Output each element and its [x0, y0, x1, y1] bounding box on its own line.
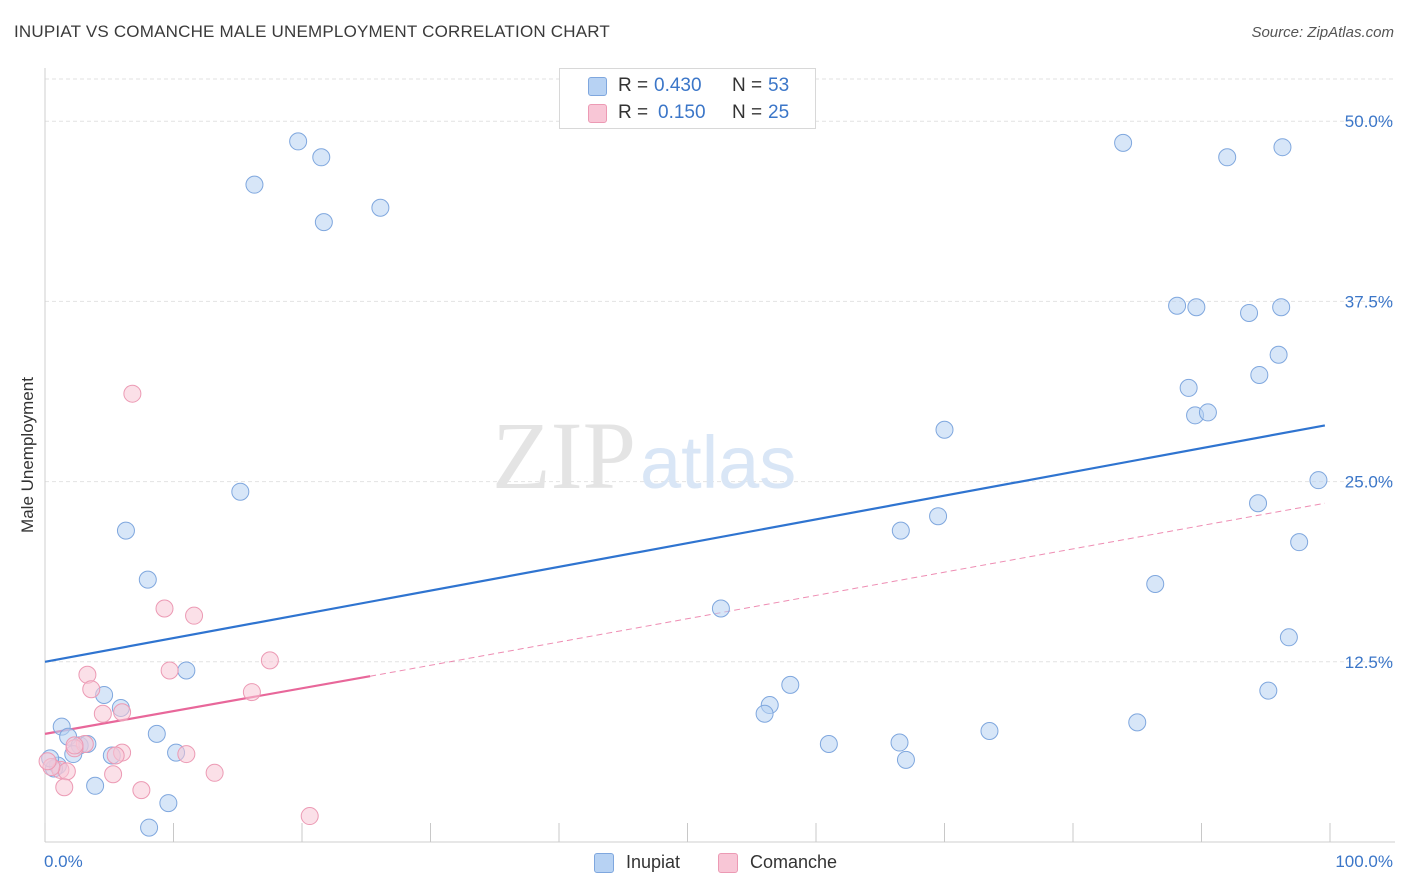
point-comanche	[82, 680, 101, 699]
point-comanche	[123, 384, 142, 403]
point-inupiat	[1272, 298, 1291, 317]
point-inupiat	[1240, 303, 1259, 322]
watermark-atlas: atlas	[640, 421, 796, 504]
point-inupiat	[755, 704, 774, 723]
point-inupiat	[711, 599, 730, 618]
legend-r-label: R =	[618, 75, 649, 96]
y-tick-label: 50.0%	[1345, 112, 1393, 131]
point-inupiat	[1198, 403, 1217, 422]
trend-layer	[44, 424, 1326, 735]
point-inupiat	[1273, 138, 1292, 157]
point-inupiat	[116, 521, 135, 540]
point-comanche	[57, 762, 76, 781]
point-inupiat	[147, 724, 166, 743]
y-tick-label: 37.5%	[1345, 292, 1393, 311]
point-comanche	[93, 704, 112, 723]
legend-r-value: 0.150	[658, 102, 706, 123]
point-comanche	[55, 778, 74, 797]
point-inupiat	[371, 198, 390, 217]
legend-label-comanche: Comanche	[750, 852, 838, 872]
point-inupiat	[1259, 681, 1278, 700]
point-comanche	[106, 746, 125, 765]
y-tick-labels: 12.5% 25.0% 37.5% 50.0%	[1345, 112, 1393, 672]
point-inupiat	[1250, 365, 1269, 384]
point-inupiat	[231, 482, 250, 501]
point-comanche	[132, 781, 151, 800]
point-inupiat	[1168, 296, 1187, 315]
point-inupiat	[1249, 494, 1268, 513]
point-comanche	[260, 651, 279, 670]
legend-n-label: N =	[732, 75, 763, 96]
legend-r-value: 0.430	[654, 75, 702, 96]
point-inupiat	[159, 794, 178, 813]
series-legend: Inupiat Comanche	[594, 852, 854, 876]
point-inupiat	[1146, 574, 1165, 593]
point-inupiat	[1187, 298, 1206, 317]
legend-n-value: 25	[768, 102, 790, 123]
point-inupiat	[312, 148, 331, 167]
point-inupiat	[1128, 713, 1147, 732]
point-inupiat	[896, 750, 915, 769]
point-inupiat	[177, 661, 196, 680]
x-tick-label-max: 100.0%	[1335, 852, 1393, 871]
point-inupiat	[1290, 533, 1309, 552]
point-comanche	[205, 763, 224, 782]
legend-swatch-inupiat	[594, 853, 614, 873]
trendline-comanche-extension	[370, 502, 1325, 677]
point-inupiat	[890, 733, 909, 752]
point-comanche	[65, 736, 84, 755]
point-inupiat	[140, 818, 159, 837]
point-comanche	[300, 807, 319, 826]
legend-swatch-comanche	[588, 104, 607, 123]
point-inupiat	[1114, 133, 1133, 152]
y-tick-label: 25.0%	[1345, 473, 1393, 492]
chart-title: INUPIAT VS COMANCHE MALE UNEMPLOYMENT CO…	[14, 22, 611, 41]
source-credit: Source: ZipAtlas.com	[1251, 24, 1394, 41]
point-inupiat	[289, 132, 308, 151]
point-inupiat	[781, 675, 800, 694]
point-inupiat	[1218, 148, 1237, 167]
point-inupiat	[819, 734, 838, 753]
trendline-comanche	[44, 675, 371, 735]
trendline-inupiat	[44, 424, 1326, 663]
point-inupiat	[314, 213, 333, 232]
legend-label-inupiat: Inupiat	[626, 852, 681, 872]
point-inupiat	[891, 521, 910, 540]
point-inupiat	[929, 507, 948, 526]
point-comanche	[38, 752, 57, 771]
watermark: ZIP atlas	[492, 402, 796, 509]
x-tick-label-min: 0.0%	[44, 852, 83, 871]
legend-r-label: R =	[618, 102, 649, 123]
point-inupiat	[1179, 378, 1198, 397]
point-comanche	[113, 703, 132, 722]
axis-layer	[44, 68, 1395, 843]
correlation-legend: R = 0.430 N = 53 R = 0.150 N = 25	[559, 68, 816, 129]
point-comanche	[185, 606, 204, 625]
point-comanche	[160, 661, 179, 680]
watermark-zip: ZIP	[492, 402, 636, 509]
point-inupiat	[138, 570, 157, 589]
point-inupiat	[935, 420, 954, 439]
point-inupiat	[245, 175, 264, 194]
legend-n-label: N =	[732, 102, 763, 123]
legend-swatch-inupiat	[588, 77, 607, 96]
point-comanche	[104, 765, 123, 784]
legend-n-value: 53	[768, 75, 790, 96]
points-layer	[38, 132, 1328, 837]
point-inupiat	[86, 776, 105, 795]
grid-layer	[45, 78, 1395, 663]
point-inupiat	[980, 722, 999, 741]
y-tick-label: 12.5%	[1345, 653, 1393, 672]
point-comanche	[242, 683, 261, 702]
point-inupiat	[1269, 345, 1288, 364]
point-inupiat	[1309, 471, 1328, 490]
point-comanche	[155, 599, 174, 618]
point-comanche	[177, 745, 196, 764]
point-inupiat	[1279, 628, 1298, 647]
legend-swatch-comanche	[718, 853, 738, 873]
